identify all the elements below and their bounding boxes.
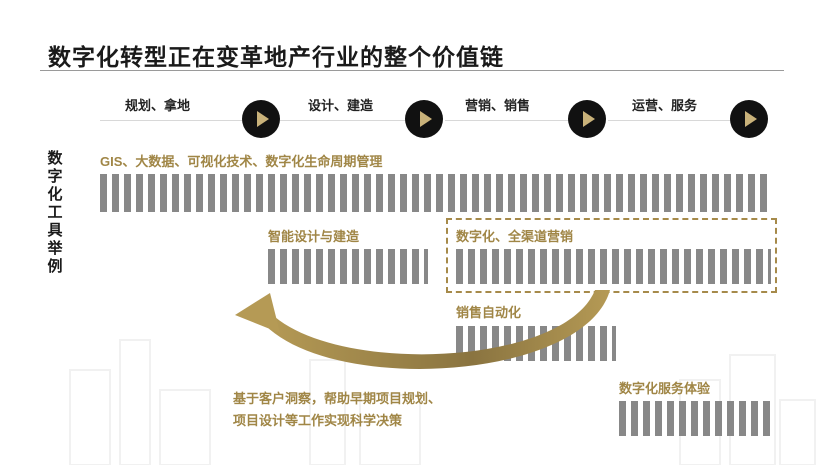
side-label: 数字化工具举例: [47, 150, 63, 275]
stage-label-planning: 规划、拿地: [125, 98, 191, 113]
stage-label-operation: 运营、服务: [632, 98, 698, 113]
tool-label-omni-channel: 数字化、全渠道营销: [456, 229, 574, 244]
play-arrow-icon: [583, 111, 595, 127]
stage-label-marketing: 营销、销售: [465, 98, 531, 113]
stage-marker-1: [242, 100, 280, 138]
stage-marker-4: [730, 100, 768, 138]
stage-connector-3: [445, 120, 580, 121]
play-arrow-icon: [420, 111, 432, 127]
tool-label-gis: GIS、大数据、可视化技术、数字化生命周期管理: [100, 154, 383, 169]
bar-row-smart-design: [268, 249, 428, 284]
bar-row-omni-channel: [456, 249, 771, 284]
play-arrow-icon: [257, 111, 269, 127]
stage-marker-2: [405, 100, 443, 138]
tool-label-smart-design: 智能设计与建造: [268, 229, 360, 244]
stage-label-design: 设计、建造: [308, 98, 374, 113]
page-title: 数字化转型正在变革地产行业的整个价值链: [48, 44, 504, 70]
insight-text-line2: 项目设计等工作实现科学决策: [233, 413, 403, 428]
tool-label-service: 数字化服务体验: [619, 381, 711, 396]
play-arrow-icon: [745, 111, 757, 127]
bar-row-gis: [100, 174, 770, 212]
stage-connector-2: [280, 120, 415, 121]
title-divider: [40, 70, 784, 71]
stage-marker-3: [568, 100, 606, 138]
bar-row-service: [619, 401, 771, 436]
stage-connector-1: [100, 120, 250, 121]
curved-arrow-icon: [235, 290, 610, 369]
insight-text-line1: 基于客户洞察，帮助早期项目规划、: [233, 391, 442, 406]
stage-connector-4: [608, 120, 743, 121]
tool-label-sales-automation: 销售自动化: [456, 305, 522, 320]
omni-channel-highlight-box: [446, 218, 777, 293]
